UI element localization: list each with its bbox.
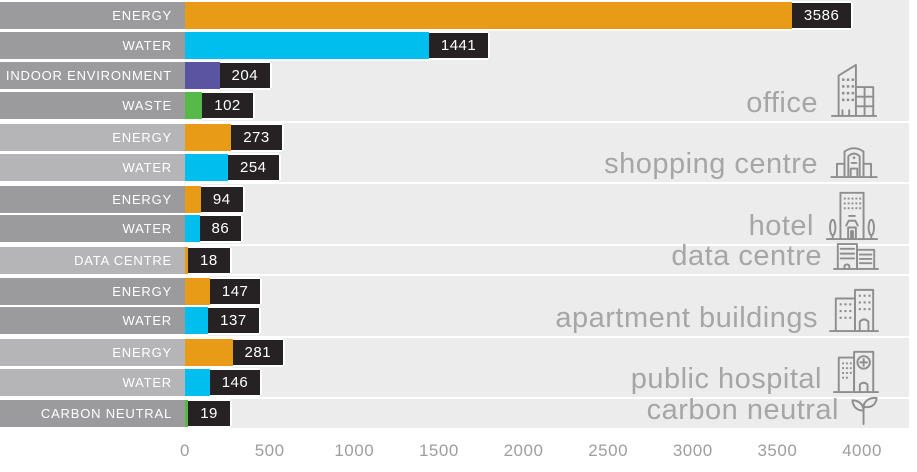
- bar: [185, 62, 220, 90]
- x-axis-tick: 4000: [842, 441, 882, 460]
- category-label: ENERGY: [0, 124, 185, 152]
- x-axis-tick: 0: [180, 441, 190, 460]
- value-badge: 254: [227, 154, 279, 180]
- x-axis-tick: 3500: [757, 441, 798, 460]
- bar: [185, 246, 189, 274]
- value-badge: 204: [219, 63, 271, 89]
- bar-groups: ENERGY 3586 WATER 1441 INDOOR ENVIRONMENT 204…: [0, 0, 909, 430]
- category-label: ENERGY: [0, 277, 185, 305]
- value-badge: 137: [208, 308, 259, 334]
- category-label: WASTE: [0, 92, 185, 120]
- chart-row: DATA CENTRE 18: [0, 246, 909, 275]
- group-carbon-neutral: CARBON NEUTRAL 19 carbon neutral: [0, 395, 909, 430]
- value-badge: 1441: [428, 32, 489, 58]
- chart-row: ENERGY 281: [0, 338, 909, 368]
- chart-row: INDOOR ENVIRONMENT 204: [0, 60, 909, 90]
- category-label: ENERGY: [0, 339, 185, 367]
- bar: [185, 400, 189, 428]
- category-label: DATA CENTRE: [0, 246, 185, 274]
- bar: [185, 153, 228, 181]
- bar: [185, 339, 233, 367]
- group-office: ENERGY 3586 WATER 1441 INDOOR ENVIRONMENT 204…: [0, 0, 909, 123]
- bar: [185, 368, 210, 396]
- chart-row: ENERGY 94: [0, 184, 909, 214]
- value-badge: 94: [200, 186, 243, 212]
- x-axis-tick: 2500: [588, 441, 629, 460]
- chart-row: ENERGY 273: [0, 123, 909, 153]
- value-badge: 3586: [791, 2, 852, 28]
- chart-row: WATER 146: [0, 368, 909, 398]
- chart-row: WATER 254: [0, 153, 909, 183]
- value-badge: 281: [232, 340, 284, 366]
- category-label: ENERGY: [0, 185, 185, 213]
- chart-row: WATER 137: [0, 306, 909, 336]
- value-badge: 273: [231, 125, 282, 151]
- bar: [185, 124, 232, 152]
- group-shopping-centre: ENERGY 273 WATER 254 shopping centre: [0, 122, 909, 185]
- value-badge: 19: [188, 401, 230, 427]
- group-hotel: ENERGY 94 WATER 86 hotel: [0, 184, 909, 246]
- group-apartment-buildings: ENERGY 147 WATER 137 apartment buildings: [0, 276, 909, 338]
- bar: [185, 185, 201, 213]
- chart-row: WASTE 102: [0, 91, 909, 121]
- chart-row: ENERGY 3586: [0, 0, 909, 30]
- category-label: WATER: [0, 215, 185, 243]
- category-label: WATER: [0, 31, 185, 59]
- category-label: WATER: [0, 307, 185, 335]
- category-label: INDOOR ENVIRONMENT: [0, 62, 185, 90]
- x-axis-tick: 1000: [334, 441, 375, 460]
- value-badge: 86: [199, 216, 242, 242]
- chart-row: WATER 86: [0, 214, 909, 244]
- chart-row: ENERGY 147: [0, 276, 909, 306]
- value-badge: 146: [209, 369, 261, 395]
- bar: [185, 307, 209, 335]
- group-public-hospital: ENERGY 281 WATER 146 public hospital: [0, 337, 909, 400]
- x-axis-tick: 3000: [672, 441, 713, 460]
- bar: [185, 31, 429, 59]
- category-label: WATER: [0, 368, 185, 396]
- value-badge: 102: [202, 93, 253, 119]
- chart-row: CARBON NEUTRAL 19: [0, 399, 909, 428]
- x-axis-tick: 500: [254, 441, 285, 460]
- value-badge: 147: [209, 278, 261, 304]
- x-axis: 0 500 1000 1500 2000 2500 3000 3500 4000: [0, 430, 917, 472]
- category-label: CARBON NEUTRAL: [0, 400, 185, 428]
- category-label: ENERGY: [0, 1, 185, 29]
- bar: [185, 215, 200, 243]
- bar: [185, 1, 792, 29]
- category-label: WATER: [0, 153, 185, 181]
- bar: [185, 92, 203, 120]
- x-axis-tick: 2000: [503, 441, 544, 460]
- group-data-centre: DATA CENTRE 18 data centre: [0, 241, 909, 277]
- bar: [185, 277, 210, 305]
- value-badge: 18: [188, 247, 230, 273]
- x-axis-tick: 1500: [418, 441, 459, 460]
- chart-row: WATER 1441: [0, 30, 909, 60]
